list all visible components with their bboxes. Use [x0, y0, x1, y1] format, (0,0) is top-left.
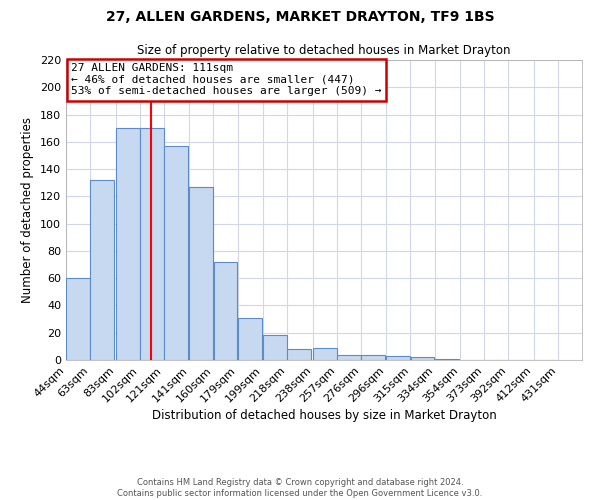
Title: Size of property relative to detached houses in Market Drayton: Size of property relative to detached ho…: [137, 44, 511, 58]
Bar: [386, 356, 410, 360]
Y-axis label: Number of detached properties: Number of detached properties: [22, 117, 34, 303]
Bar: [190, 187, 213, 360]
Text: Contains HM Land Registry data © Crown copyright and database right 2024.
Contai: Contains HM Land Registry data © Crown c…: [118, 478, 482, 498]
Bar: [287, 349, 311, 360]
Bar: [435, 358, 458, 360]
Bar: [361, 354, 385, 360]
Bar: [116, 128, 140, 360]
Bar: [214, 262, 238, 360]
X-axis label: Distribution of detached houses by size in Market Drayton: Distribution of detached houses by size …: [152, 410, 496, 422]
Text: 27 ALLEN GARDENS: 111sqm
← 46% of detached houses are smaller (447)
53% of semi-: 27 ALLEN GARDENS: 111sqm ← 46% of detach…: [71, 63, 382, 96]
Bar: [410, 358, 434, 360]
Bar: [313, 348, 337, 360]
Bar: [337, 354, 361, 360]
Bar: [66, 278, 90, 360]
Text: 27, ALLEN GARDENS, MARKET DRAYTON, TF9 1BS: 27, ALLEN GARDENS, MARKET DRAYTON, TF9 1…: [106, 10, 494, 24]
Bar: [140, 128, 164, 360]
Bar: [238, 318, 262, 360]
Bar: [164, 146, 188, 360]
Bar: [91, 180, 114, 360]
Bar: [263, 336, 287, 360]
